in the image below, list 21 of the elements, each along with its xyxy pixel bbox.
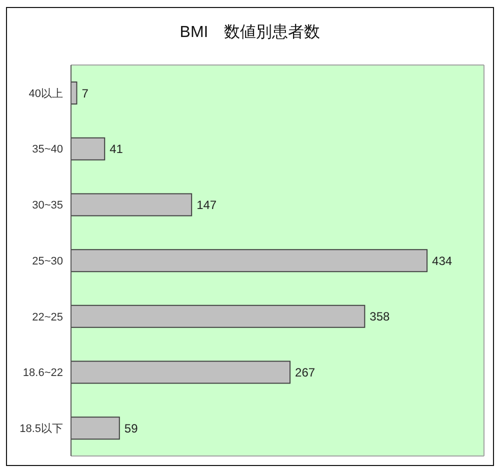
y-tick-label: 30~35 xyxy=(32,200,63,212)
data-label: 434 xyxy=(432,254,452,268)
chart-title: BMI 数値別患者数 xyxy=(178,22,322,43)
y-tick-label: 18.5以下 xyxy=(20,422,63,435)
data-label: 267 xyxy=(295,366,316,380)
bar xyxy=(70,360,291,384)
y-tick-label: 18.6~22 xyxy=(22,367,63,380)
bar xyxy=(70,137,106,160)
data-label: 7 xyxy=(82,86,89,100)
bar xyxy=(70,249,428,272)
y-tick-label: 35~40 xyxy=(32,144,63,156)
bar xyxy=(70,416,120,440)
bar xyxy=(70,304,366,328)
data-label: 147 xyxy=(196,198,217,212)
y-tick-label: 25~30 xyxy=(32,255,63,268)
data-label: 41 xyxy=(110,142,124,156)
data-label: 59 xyxy=(124,421,138,436)
y-tick-label: 40以上 xyxy=(28,86,63,100)
data-label: 358 xyxy=(370,310,390,324)
bar xyxy=(70,193,192,216)
y-tick-label: 22~25 xyxy=(32,311,63,324)
